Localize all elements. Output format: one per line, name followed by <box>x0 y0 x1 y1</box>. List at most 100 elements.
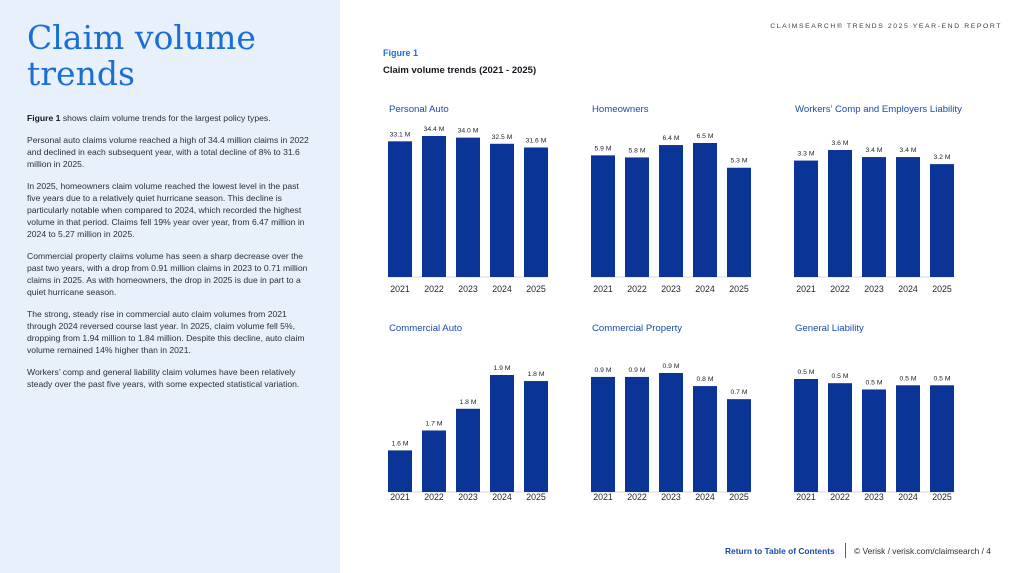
data-label-2024: 6.5 M <box>697 133 714 140</box>
bar-2021 <box>591 155 615 277</box>
tick-label-2023: 2023 <box>864 284 884 294</box>
data-label-2022: 34.4 M <box>424 126 445 133</box>
chart-workers-comp: Workers’ Comp and Employers Liability 3.3… <box>794 104 962 294</box>
chart-title: Personal Auto <box>389 104 449 115</box>
tick-label-2025: 2025 <box>932 284 952 294</box>
tick-label-2022: 2022 <box>830 492 850 502</box>
tick-label-2024: 2024 <box>898 492 918 502</box>
tick-label-2025: 2025 <box>932 492 952 502</box>
data-label-2023: 1.8 M <box>460 399 477 406</box>
bar-2021 <box>794 379 818 492</box>
data-label-2022: 1.7 M <box>426 420 443 427</box>
bar-2021 <box>388 141 412 277</box>
bar-2024 <box>896 157 920 277</box>
bar-2023 <box>862 389 886 492</box>
bar-2025 <box>930 385 954 492</box>
data-label-2025: 31.6 M <box>526 137 547 144</box>
tick-label-2024: 2024 <box>492 284 512 294</box>
bar-2024 <box>693 143 717 277</box>
footer-divider <box>845 543 846 558</box>
data-label-2023: 34.0 M <box>458 128 479 135</box>
data-label-2024: 0.5 M <box>900 375 917 382</box>
paragraph-commercial-auto: The strong, steady rise in commercial au… <box>27 309 305 355</box>
paragraph-commercial-property: Commercial property claims volume has se… <box>27 251 308 297</box>
chart-commercial-auto: Commercial Auto 1.6 M 2021 1.7 M 2022 1.8 M 20… <box>388 323 548 502</box>
bar-2025 <box>930 164 954 277</box>
bar-2022 <box>422 430 446 492</box>
data-label-2024: 1.9 M <box>494 365 511 372</box>
paragraph-homeowners: In 2025, homeowners claim volume reached… <box>27 181 305 239</box>
paragraph-workers-comp-gl: Workers’ comp and general liability clai… <box>27 367 300 389</box>
bar-2025 <box>727 167 751 277</box>
data-label-2023: 0.9 M <box>663 363 680 370</box>
tick-label-2024: 2024 <box>695 492 715 502</box>
data-label-2025: 0.7 M <box>731 389 748 396</box>
bar-2022 <box>828 150 852 277</box>
data-label-2021: 0.5 M <box>798 369 815 376</box>
chart-personal-auto: Personal Auto 33.1 M 2021 34.4 M 2022 34.0 M 2… <box>388 104 548 294</box>
tick-label-2022: 2022 <box>830 284 850 294</box>
chart-title: Homeowners <box>592 104 649 115</box>
intro-figure-ref: Figure 1 <box>27 113 61 123</box>
bar-2023 <box>862 157 886 277</box>
report-header: CLAIMSEARCH® TRENDS 2025 YEAR-END REPORT <box>770 23 1002 30</box>
tick-label-2021: 2021 <box>593 284 613 294</box>
return-to-toc-link[interactable]: Return to Table of Contents <box>725 546 835 556</box>
tick-label-2021: 2021 <box>593 492 613 502</box>
chart-general-liability: General Liability 0.5 M 2021 0.5 M 2022 0.5 M… <box>794 323 954 502</box>
tick-label-2024: 2024 <box>898 284 918 294</box>
data-label-2021: 5.9 M <box>595 145 612 152</box>
bar-2021 <box>794 160 818 277</box>
data-label-2025: 3.2 M <box>934 154 951 161</box>
bar-2025 <box>727 399 751 492</box>
tick-label-2023: 2023 <box>458 284 478 294</box>
tick-label-2025: 2025 <box>526 492 546 502</box>
chart-commercial-property: Commercial Property 0.9 M 2021 0.9 M 2022 0.9… <box>591 323 751 502</box>
data-label-2022: 0.9 M <box>629 367 646 374</box>
chart-title: Commercial Property <box>592 323 682 334</box>
footer-credit: © Verisk / verisk.com/claimsearch / 4 <box>854 546 991 556</box>
bar-2022 <box>422 136 446 277</box>
figure-label: Figure 1 <box>383 48 419 58</box>
data-label-2021: 33.1 M <box>390 131 411 138</box>
bar-2024 <box>490 143 514 277</box>
data-label-2022: 5.8 M <box>629 147 646 154</box>
data-label-2025: 1.8 M <box>528 371 545 378</box>
data-label-2024: 32.5 M <box>492 134 513 141</box>
bar-2023 <box>456 408 480 492</box>
body-text: Figure 1 shows claim volume trends for t… <box>27 112 309 400</box>
bar-2023 <box>659 373 683 492</box>
data-label-2025: 0.5 M <box>934 375 951 382</box>
tick-label-2021: 2021 <box>796 492 816 502</box>
bar-2024 <box>693 386 717 492</box>
tick-label-2023: 2023 <box>864 492 884 502</box>
tick-label-2024: 2024 <box>492 492 512 502</box>
bar-2024 <box>490 375 514 492</box>
chart-homeowners: Homeowners 5.9 M 2021 5.8 M 2022 6.4 M 2023 6.5… <box>591 104 751 294</box>
data-label-2023: 0.5 M <box>866 379 883 386</box>
bar-2024 <box>896 385 920 492</box>
tick-label-2025: 2025 <box>729 284 749 294</box>
intro-paragraph: Figure 1 shows claim volume trends for t… <box>27 112 309 124</box>
tick-label-2023: 2023 <box>661 284 681 294</box>
chart-title: General Liability <box>795 323 864 334</box>
data-label-2024: 3.4 M <box>900 147 917 154</box>
tick-label-2025: 2025 <box>729 492 749 502</box>
tick-label-2021: 2021 <box>390 492 410 502</box>
tick-label-2022: 2022 <box>424 492 444 502</box>
tick-label-2025: 2025 <box>526 284 546 294</box>
data-label-2021: 0.9 M <box>595 367 612 374</box>
data-label-2021: 3.3 M <box>798 151 815 158</box>
data-label-2021: 1.6 M <box>392 440 409 447</box>
tick-label-2022: 2022 <box>627 284 647 294</box>
figure-title: Claim volume trends (2021 - 2025) <box>383 65 537 76</box>
data-label-2022: 3.6 M <box>832 140 849 147</box>
bar-2025 <box>524 381 548 492</box>
bar-2022 <box>625 376 649 492</box>
tick-label-2022: 2022 <box>424 284 444 294</box>
chart-title: Workers’ Comp and Employers Liability <box>795 104 962 115</box>
tick-label-2021: 2021 <box>796 284 816 294</box>
bar-2021 <box>591 376 615 492</box>
bar-2021 <box>388 450 412 492</box>
data-label-2022: 0.5 M <box>832 373 849 380</box>
